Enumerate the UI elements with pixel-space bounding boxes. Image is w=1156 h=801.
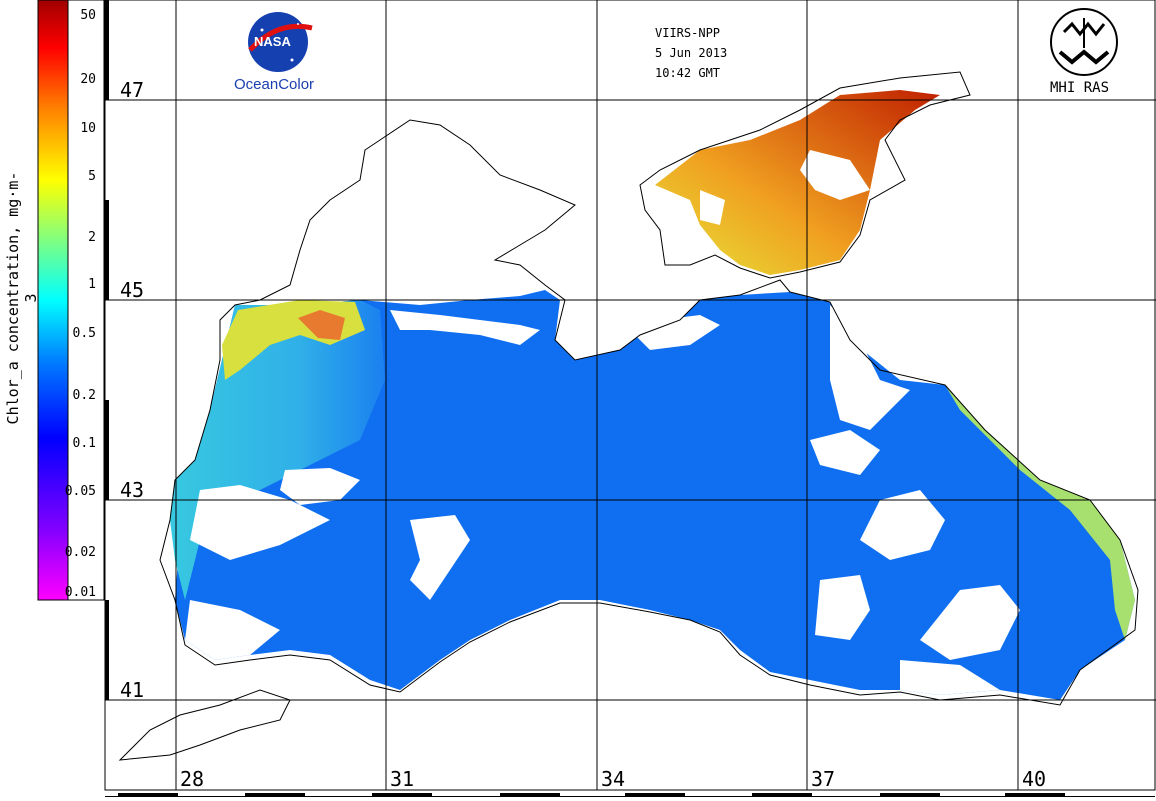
longitude-label: 31 [390,767,415,791]
latitude-label: 45 [120,278,145,302]
image-date: 5 Jun 2013 [655,46,728,60]
colorbar-tick: 0.5 [72,326,96,341]
colorbar-tick: 0.05 [64,484,96,499]
colorbar-tick: 50 [80,8,96,23]
colorbar-tick: 0.1 [72,436,96,451]
cloud-gaps [185,305,1020,695]
azov-cloud-gap-2 [700,190,725,225]
frame-scale-left [105,0,109,700]
colorbar-tick: 20 [80,72,96,87]
western-coastal-bloom [170,300,385,600]
nasa-wordmark: NASA [254,34,291,49]
colorbar [37,0,69,601]
azov-cloud-gap [800,150,870,200]
graticule [105,0,1156,790]
colorbar-tick: 0.01 [64,585,96,600]
longitude-label: 37 [811,767,836,791]
image-time: 10:42 GMT [655,66,721,80]
colorbar-label: Chlor_a concentration, mg·m-3 [4,171,40,425]
coastline [159,119,1139,706]
colorbar-tick: 0.02 [64,545,96,560]
eastern-coastal-strip [945,385,1135,640]
map-frame [104,0,1156,791]
colorbar-tick: 5 [88,169,96,184]
oceancolor-caption: OceanColor [234,76,315,93]
longitude-label: 34 [601,767,626,791]
latitude-label: 43 [120,478,145,502]
colorbar-tick: 0.2 [72,388,96,403]
latitude-label: 47 [120,78,145,102]
mhi-ras-caption: MHI RAS [1050,80,1110,96]
longitude-label: 40 [1022,767,1047,791]
sea-of-azov [655,90,940,275]
longitude-label: 28 [180,767,205,791]
latitude-label: 41 [120,678,145,702]
dnieper-plume [298,310,345,340]
frame-scale-bottom [105,793,1155,797]
nasa-logo [248,12,313,72]
mhi-ras-logo [1050,8,1118,76]
colorbar-tick: 10 [80,121,96,136]
azov-coastline [639,71,971,279]
colorbar-tick: 1 [88,277,96,292]
colorbar-tick: 2 [88,230,96,245]
sensor-name: VIIRS-NPP [655,26,721,40]
